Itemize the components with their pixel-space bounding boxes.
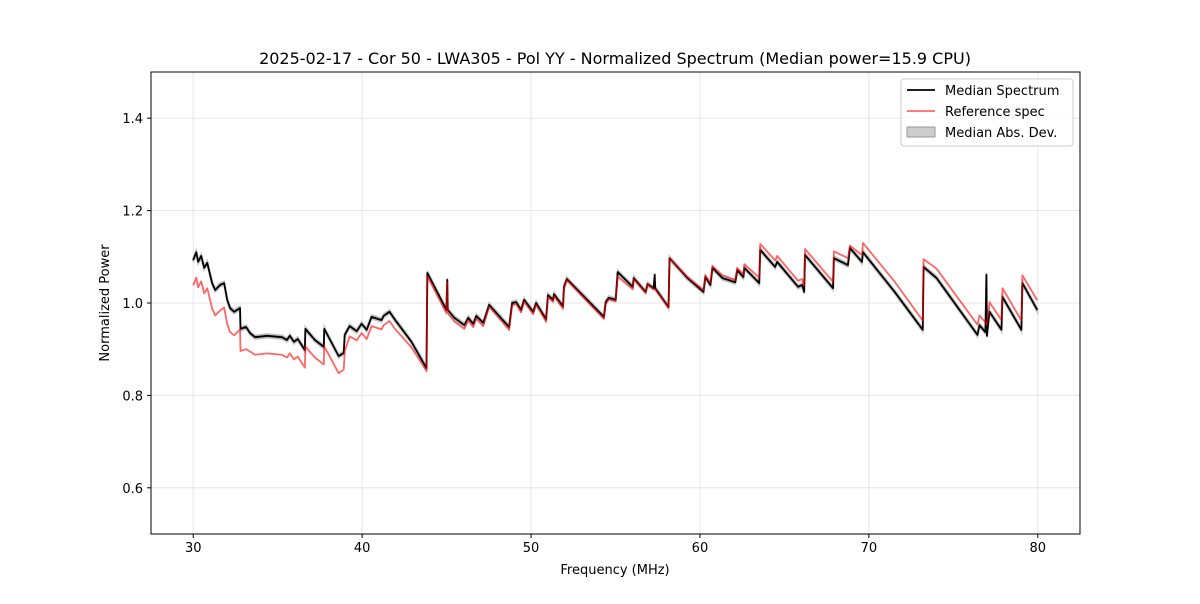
x-tick-label: 50 bbox=[523, 541, 540, 556]
y-tick-label: 1.4 bbox=[122, 112, 143, 127]
y-tick-label: 0.8 bbox=[122, 389, 143, 404]
plot-area bbox=[192, 242, 1039, 375]
x-tick-label: 30 bbox=[185, 541, 202, 556]
x-tick-label: 70 bbox=[861, 541, 878, 556]
legend-reference-label: Reference spec bbox=[945, 105, 1045, 120]
y-axis-label: Normalized Power bbox=[98, 244, 113, 362]
legend-median-label: Median Spectrum bbox=[945, 84, 1059, 99]
legend-mad-swatch bbox=[906, 126, 936, 138]
x-tick-label: 60 bbox=[692, 541, 709, 556]
y-tick-label: 1.0 bbox=[122, 297, 143, 312]
y-tick-label: 0.6 bbox=[122, 482, 143, 497]
mad-band bbox=[192, 243, 1039, 374]
ticks: 30 40 50 60 70 80 0.6 0.8 1.0 1.2 1.4 bbox=[122, 112, 1046, 556]
x-axis-label: Frequency (MHz) bbox=[560, 563, 669, 578]
legend: Median Spectrum Reference spec Median Ab… bbox=[900, 78, 1074, 147]
legend-mad-label: Median Abs. Dev. bbox=[945, 126, 1057, 141]
y-tick-label: 1.2 bbox=[122, 205, 143, 220]
x-tick-label: 80 bbox=[1029, 541, 1046, 556]
chart-title: 2025-02-17 - Cor 50 - LWA305 - Pol YY - … bbox=[259, 49, 971, 68]
legend-box bbox=[900, 78, 1074, 147]
reference-spectrum-line bbox=[192, 242, 1039, 375]
x-tick-label: 40 bbox=[354, 541, 371, 556]
